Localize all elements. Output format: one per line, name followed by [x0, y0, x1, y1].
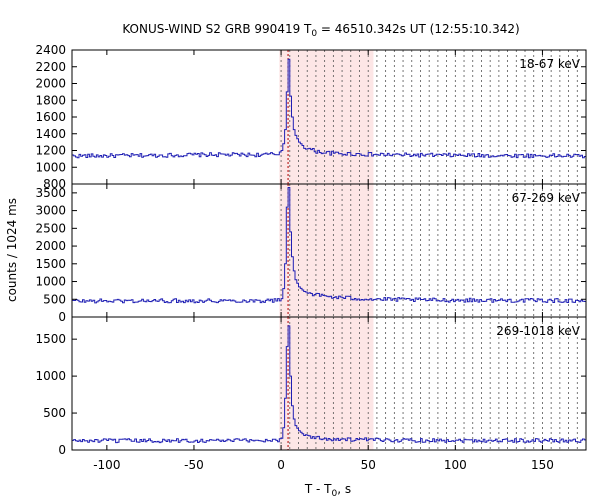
energy-band-label: 18-67 keV [519, 57, 581, 71]
energy-band-label: 67-269 keV [512, 191, 581, 205]
y-tick-label: 1000 [35, 275, 66, 289]
x-tick-label: 50 [361, 458, 376, 472]
y-tick-label: 1000 [35, 369, 66, 383]
y-tick-label: 2200 [35, 60, 66, 74]
y-tick-label: 1800 [35, 93, 66, 107]
y-tick-label: 1200 [35, 144, 66, 158]
y-tick-label: 3000 [35, 204, 66, 218]
y-tick-label: 800 [43, 177, 66, 191]
y-tick-label: 2500 [35, 221, 66, 235]
shaded-interval [279, 50, 374, 184]
y-tick-label: 500 [43, 406, 66, 420]
y-tick-label: 1000 [35, 160, 66, 174]
shaded-interval [279, 317, 374, 450]
y-tick-label: 2400 [35, 43, 66, 57]
chart-title: KONUS-WIND S2 GRB 990419 T0 = 46510.342s… [122, 22, 519, 39]
shaded-interval [279, 184, 374, 317]
y-tick-label: 1600 [35, 110, 66, 124]
y-tick-label: 3500 [35, 186, 66, 200]
light-curve-line [72, 187, 587, 304]
light-curve-line [72, 58, 587, 159]
y-tick-label: 500 [43, 292, 66, 306]
energy-band-label: 269-1018 keV [496, 324, 580, 338]
y-tick-label: 0 [58, 443, 66, 457]
panel-frame [71, 316, 587, 451]
x-tick-label: -100 [93, 458, 120, 472]
y-axis-label: counts / 1024 ms [5, 198, 19, 302]
panels-group: 8001000120014001600180020002200240018-67… [35, 43, 587, 472]
y-tick-label: 1500 [35, 332, 66, 346]
y-tick-label: 1400 [35, 127, 66, 141]
x-tick-label: -50 [184, 458, 204, 472]
light-curve-line [72, 325, 587, 444]
y-tick-label: 1500 [35, 257, 66, 271]
x-tick-label: 0 [277, 458, 285, 472]
y-tick-label: 0 [58, 310, 66, 324]
y-tick-label: 2000 [35, 239, 66, 253]
x-tick-label: 100 [444, 458, 467, 472]
x-axis-label: T - T0, s [304, 482, 351, 499]
x-tick-label: 150 [531, 458, 554, 472]
y-tick-label: 2000 [35, 77, 66, 91]
